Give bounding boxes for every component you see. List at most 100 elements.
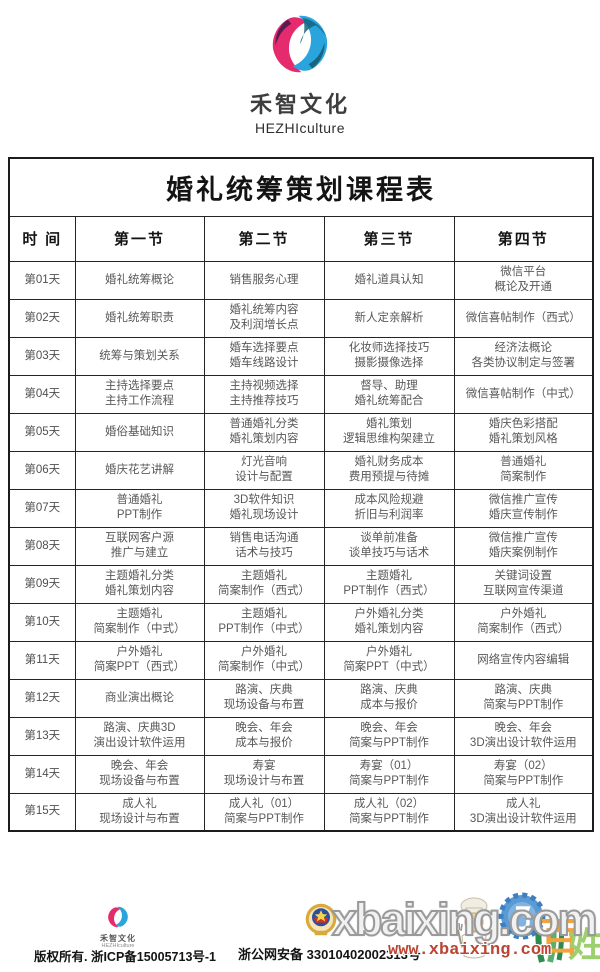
cell-session1: 路演、庆典3D 演出设计软件运用 (74, 716, 205, 756)
cell-day: 第02天 (8, 298, 76, 338)
cell-day: 第13天 (8, 716, 76, 756)
cell-day: 第11天 (8, 640, 76, 680)
cell-session4: 路演、庆典 简案与PPT制作 (453, 678, 594, 718)
cell-session3: 化妆师选择技巧 摄影摄像选择 (323, 336, 455, 376)
cell-session1: 婚庆花艺讲解 (74, 450, 205, 490)
copyright-text: 版权所有. 浙ICP备15005713号-1 (34, 950, 217, 964)
cell-session3: 督导、助理 婚礼统筹配合 (323, 374, 455, 414)
cell-session1: 统筹与策划关系 (74, 336, 205, 376)
brand-subtitle: HEZHIculture (254, 120, 346, 136)
cell-session1: 婚礼统筹概论 (74, 260, 205, 300)
cell-session2: 路演、庆典 现场设备与布置 (203, 678, 325, 718)
footer: 禾智文化 HEZHIculture 版权所有. 浙ICP备15005713号-1… (0, 888, 600, 972)
table-row: 第01天 婚礼统筹概论 销售服务心理 婚礼道具认知 微信平台 概论及开通 (8, 260, 594, 300)
cell-session3: 路演、庆典 成本与报价 (323, 678, 455, 718)
table-row: 第08天 互联网客户源 推广与建立 销售电话沟通 话术与技巧 谈单前准备 谈单技… (8, 526, 594, 566)
security-badge-icon (305, 903, 337, 936)
cell-session4: 微信推广宣传 婚庆案例制作 (453, 526, 594, 566)
cell-day: 第12天 (8, 678, 76, 718)
cell-session1: 主持选择要点 主持工作流程 (74, 374, 205, 414)
table-row: 第13天 路演、庆典3D 演出设计软件运用 晚会、年会 成本与报价 晚会、年会 … (8, 716, 594, 756)
cell-session2: 婚车选择要点 婚车线路设计 (203, 336, 325, 376)
footer-brand: 禾智文化 HEZHIculture (88, 904, 148, 950)
cell-session4: 成人礼 3D演出设计软件运用 (453, 792, 594, 832)
cell-session2: 成人礼（01） 简案与PPT制作 (203, 792, 325, 832)
cell-day: 第15天 (8, 792, 76, 832)
security-text: 浙公网安备 33010402002313号 (238, 947, 421, 962)
cell-session1: 普通婚礼 PPT制作 (74, 488, 205, 528)
col-header-session4: 第四节 (453, 215, 594, 262)
table-row: 第10天 主题婚礼 简案制作（中式） 主题婚礼 PPT制作（中式） 户外婚礼分类… (8, 602, 594, 642)
cell-session2: 销售服务心理 (203, 260, 325, 300)
cell-day: 第09天 (8, 564, 76, 604)
col-header-session3: 第三节 (323, 215, 455, 262)
cell-session3: 寿宴（01） 简案与PPT制作 (323, 754, 455, 794)
table-row: 第15天 成人礼 现场设计与布置 成人礼（01） 简案与PPT制作 成人礼（02… (8, 792, 594, 832)
cell-session2: 销售电话沟通 话术与技巧 (203, 526, 325, 566)
table-row: 第05天 婚俗基础知识 普通婚礼分类 婚礼策划内容 婚礼策划 逻辑思维构架建立 … (8, 412, 594, 452)
course-table: 婚礼统筹策划课程表 时 间 第一节 第二节 第三节 第四节 第01天 婚礼统筹概… (8, 157, 595, 832)
cell-day: 第14天 (8, 754, 76, 794)
footer-brand-subtitle: HEZHIculture (101, 943, 135, 949)
cell-session2: 灯光音响 设计与配置 (203, 450, 325, 490)
footer-logo-icon (108, 906, 128, 928)
cell-session4: 微信平台 概论及开通 (453, 260, 594, 300)
cell-session2: 主题婚礼 PPT制作（中式） (203, 602, 325, 642)
cell-session2: 主题婚礼 简案制作（西式） (203, 564, 325, 604)
cell-session2: 主持视频选择 主持推荐技巧 (203, 374, 325, 414)
table-row: 第11天 户外婚礼 简案PPT（西式） 户外婚礼 简案制作（中式） 户外婚礼 简… (8, 640, 594, 680)
cell-session4: 户外婚礼 简案制作（西式） (453, 602, 594, 642)
table-row: 第07天 普通婚礼 PPT制作 3D软件知识 婚礼现场设计 成本风险规避 折旧与… (8, 488, 594, 528)
cell-session2: 晚会、年会 成本与报价 (203, 716, 325, 756)
cell-session3: 成本风险规避 折旧与利润率 (323, 488, 455, 528)
cell-day: 第10天 (8, 602, 76, 642)
cell-session3: 户外婚礼分类 婚礼策划内容 (323, 602, 455, 642)
cell-day: 第08天 (8, 526, 76, 566)
cell-session2: 寿宴 现场设计与布置 (203, 754, 325, 794)
cell-session1: 婚俗基础知识 (74, 412, 205, 452)
cell-session3: 成人礼（02） 简案与PPT制作 (323, 792, 455, 832)
table-row: 第12天 商业演出概论 路演、庆典 现场设备与布置 路演、庆典 成本与报价 路演… (8, 678, 594, 718)
brand-name: 禾智文化 (249, 92, 350, 117)
cell-session3: 户外婚礼 简案PPT（中式） (323, 640, 455, 680)
cell-session2: 3D软件知识 婚礼现场设计 (203, 488, 325, 528)
table-row: 第02天 婚礼统筹职责 婚礼统筹内容 及利润增长点 新人定亲解析 微信喜帖制作（… (8, 298, 594, 338)
cell-session4: 普通婚礼 简案制作 (453, 450, 594, 490)
cell-session2: 婚礼统筹内容 及利润增长点 (203, 298, 325, 338)
cell-session3: 晚会、年会 简案与PPT制作 (323, 716, 455, 756)
table-row: 第03天 统筹与策划关系 婚车选择要点 婚车线路设计 化妆师选择技巧 摄影摄像选… (8, 336, 594, 376)
brand-logo-icon (272, 15, 328, 73)
cell-session1: 婚礼统筹职责 (74, 298, 205, 338)
table-title-row: 婚礼统筹策划课程表 (8, 157, 594, 217)
cell-session1: 晚会、年会 现场设备与布置 (74, 754, 205, 794)
cell-session4: 微信喜帖制作（中式） (453, 374, 594, 414)
course-table-body: 第01天 婚礼统筹概论 销售服务心理 婚礼道具认知 微信平台 概论及开通 第02… (8, 260, 594, 832)
cell-day: 第05天 (8, 412, 76, 452)
cell-session1: 户外婚礼 简案PPT（西式） (74, 640, 205, 680)
cell-session2: 普通婚礼分类 婚礼策划内容 (203, 412, 325, 452)
cell-session1: 互联网客户源 推广与建立 (74, 526, 205, 566)
cell-session1: 成人礼 现场设计与布置 (74, 792, 205, 832)
table-row: 第14天 晚会、年会 现场设备与布置 寿宴 现场设计与布置 寿宴（01） 简案与… (8, 754, 594, 794)
col-header-session1: 第一节 (74, 215, 205, 262)
cell-session4: 微信喜帖制作（西式） (453, 298, 594, 338)
table-header-row: 时 间 第一节 第二节 第三节 第四节 (8, 215, 594, 262)
cell-session4: 关键词设置 互联网宣传渠道 (453, 564, 594, 604)
cell-session1: 商业演出概论 (74, 678, 205, 718)
cell-session3: 主题婚礼 PPT制作（西式） (323, 564, 455, 604)
cell-session3: 婚礼财务成本 费用预提与待摊 (323, 450, 455, 490)
cell-day: 第07天 (8, 488, 76, 528)
col-header-session2: 第二节 (203, 215, 325, 262)
table-row: 第06天 婚庆花艺讲解 灯光音响 设计与配置 婚礼财务成本 费用预提与待摊 普通… (8, 450, 594, 490)
cell-session4: 寿宴（02） 简案与PPT制作 (453, 754, 594, 794)
table-title: 婚礼统筹策划课程表 (8, 157, 594, 217)
cell-day: 第06天 (8, 450, 76, 490)
cell-day: 第01天 (8, 260, 76, 300)
table-row: 第04天 主持选择要点 主持工作流程 主持视频选择 主持推荐技巧 督导、助理 婚… (8, 374, 594, 414)
col-header-time: 时 间 (8, 215, 76, 262)
cell-session4: 晚会、年会 3D演出设计软件运用 (453, 716, 594, 756)
cell-day: 第03天 (8, 336, 76, 376)
footer-brand-name: 禾智文化 (100, 934, 136, 943)
brand-header: 禾智文化 HEZHIculture (0, 8, 600, 136)
